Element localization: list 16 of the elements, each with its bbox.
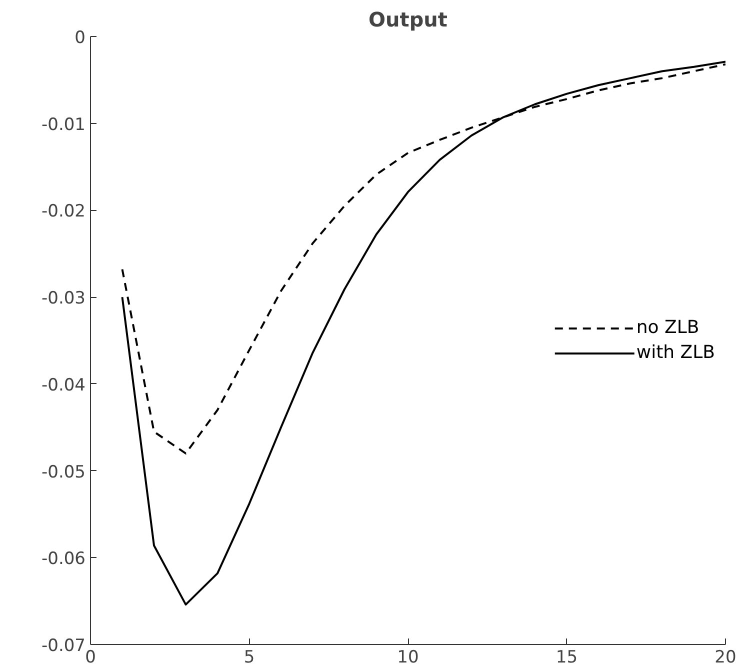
y-tick-label: -0.06	[42, 549, 86, 570]
y-tick-label: -0.03	[42, 288, 86, 309]
legend-label: with ZLB	[636, 342, 715, 363]
y-tick-label: 0	[74, 28, 86, 48]
x-tick-label: 5	[244, 648, 255, 668]
y-tick-label: -0.02	[42, 202, 86, 222]
x-tick-label: 15	[556, 648, 578, 668]
y-tick-label: -0.04	[42, 375, 86, 396]
y-tick-label: -0.07	[42, 636, 86, 656]
y-tick-label: -0.01	[42, 114, 86, 135]
x-tick-label: 20	[714, 648, 736, 668]
x-tick-label: 10	[397, 648, 419, 668]
legend-label: no ZLB	[636, 317, 700, 338]
chart-title: Output	[368, 8, 448, 32]
y-tick-label: -0.05	[42, 462, 86, 482]
line-series	[121, 60, 726, 606]
